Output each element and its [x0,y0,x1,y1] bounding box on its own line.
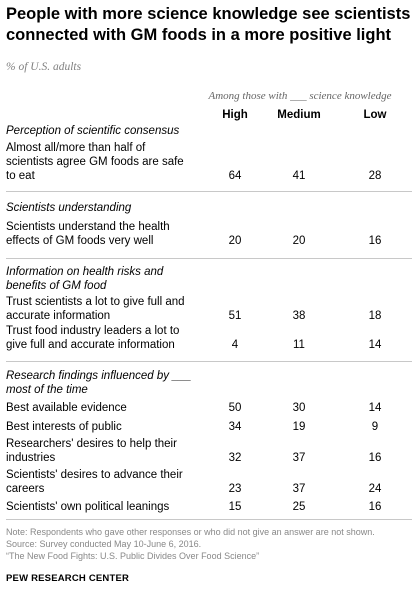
table-row-label: Researchers' desires to help their indus… [6,438,177,464]
table-cell: 4 [231,339,239,351]
brand-logo-text: PEW RESEARCH CENTER [6,573,130,584]
section-heading: Scientists understanding [6,202,132,214]
table-cell: 51 [228,310,242,322]
chart-subtitle: % of U.S. adults [6,61,82,73]
report-title-note: “The New Food Fights: U.S. Public Divide… [6,551,260,561]
table-cell: 16 [368,501,382,513]
group-header: Among those with ___ science knowledge [208,90,392,102]
table-row-label: Trust scientists a lot to give full and … [6,296,185,322]
section-heading: Research findings influenced by ___ most… [6,370,192,396]
table-cell: 30 [292,402,306,414]
table-cell: 15 [228,501,242,513]
table-cell: 11 [293,339,305,351]
table-cell: 14 [368,339,382,351]
table-cell: 14 [368,402,382,414]
chart-title: People with more science knowledge see s… [6,5,411,44]
row-divider [6,519,412,520]
table-cell: 20 [228,235,242,247]
row-divider [6,361,412,362]
table-cell: 16 [368,452,382,464]
table-cell: 34 [228,421,242,433]
table-cell: 38 [292,310,306,322]
table-cell: 16 [368,235,382,247]
table-row-label: Scientists understand the health effects… [6,221,170,247]
row-divider [6,258,412,259]
table-row-label: Almost all/more than half of scientists … [6,142,184,182]
row-divider [6,191,412,192]
footnote: Note: Respondents who gave other respons… [6,527,375,537]
table-cell: 37 [292,483,306,495]
table-cell: 24 [368,483,382,495]
table-cell: 19 [292,421,306,433]
section-heading: Perception of scientific consensus [6,125,180,137]
table-cell: 20 [292,235,306,247]
table-cell: 41 [292,170,306,182]
section-heading: Information on health risks and benefits… [6,266,164,292]
table-cell: 23 [228,483,242,495]
table-cell: 18 [368,310,382,322]
table-cell: 64 [228,170,242,182]
table-cell: 25 [292,501,306,513]
table-row-label: Scientists' own political leanings [6,501,170,513]
table-row-label: Best interests of public [6,421,122,433]
table-cell: 37 [292,452,306,464]
table-cell: 28 [368,170,382,182]
column-header-medium: Medium [277,109,321,121]
table-cell: 50 [228,402,242,414]
table-row-label: Trust food industry leaders a lot to giv… [6,325,180,351]
table-cell: 32 [228,452,242,464]
column-header-high: High [222,109,248,121]
table-row-label: Best available evidence [6,402,127,414]
source-note: Source: Survey conducted May 10-June 6, … [6,539,202,549]
table-cell: 9 [371,421,379,433]
table-row-label: Scientists' desires to advance their car… [6,469,183,495]
column-header-low: Low [363,109,387,121]
